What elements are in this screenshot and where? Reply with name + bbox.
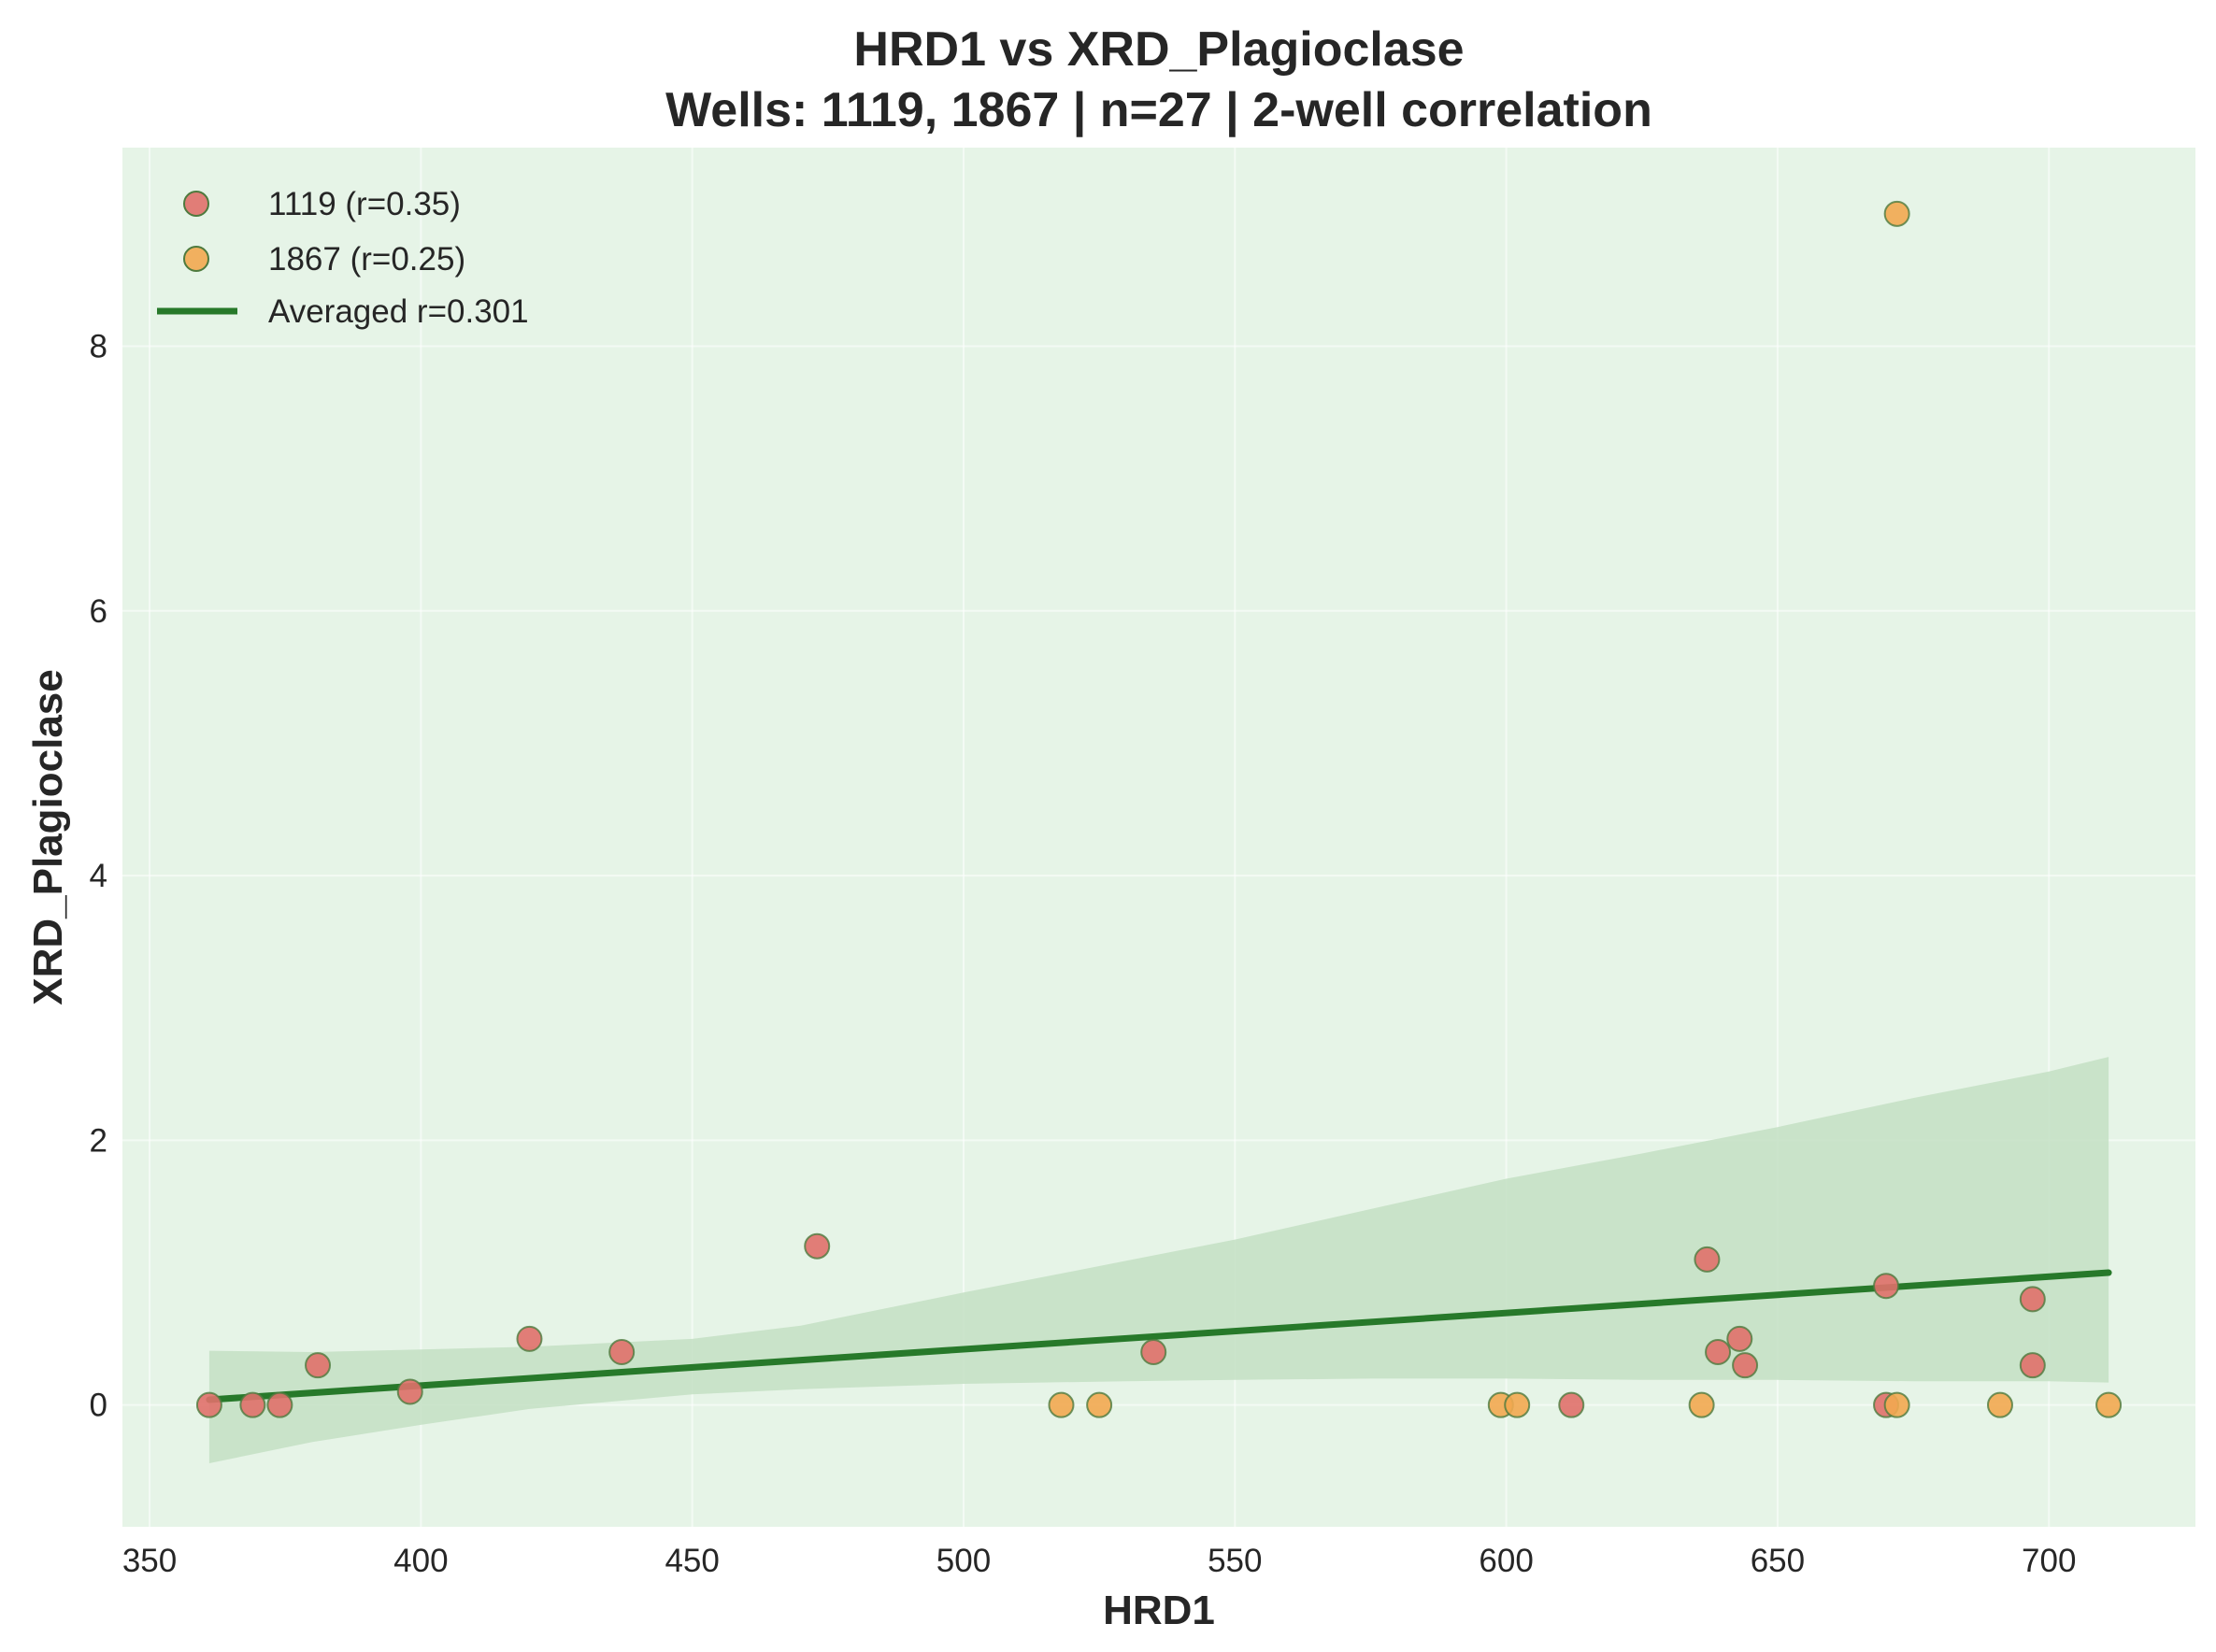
x-tick-label: 500 <box>936 1543 991 1579</box>
data-point-1867 <box>1048 1391 1075 1418</box>
data-point-1867 <box>1883 200 1910 227</box>
data-point-1119 <box>804 1232 831 1260</box>
data-point-1119 <box>1140 1339 1167 1366</box>
x-tick-label: 600 <box>1479 1543 1533 1579</box>
data-point-1119 <box>266 1391 293 1418</box>
legend-label-1867: 1867 (r=0.25) <box>268 241 465 278</box>
y-tick-label: 2 <box>90 1122 107 1159</box>
fit-line-layer <box>206 1269 2112 1403</box>
data-point-1119 <box>195 1391 222 1418</box>
data-point-1119 <box>2019 1352 2046 1379</box>
data-point-1119 <box>305 1352 332 1379</box>
data-point-1119 <box>396 1378 423 1405</box>
confidence-band-layer <box>208 1057 2109 1463</box>
legend-marker-1119 <box>183 191 209 217</box>
data-point-1119 <box>608 1339 636 1366</box>
data-point-1867 <box>2095 1391 2123 1418</box>
y-tick-label: 8 <box>90 328 107 364</box>
data-point-1119 <box>2019 1286 2046 1313</box>
fit-line <box>206 1269 2112 1403</box>
y-tick-label: 4 <box>90 858 107 894</box>
x-tick-label: 350 <box>122 1543 177 1579</box>
chart-subtitle: Wells: 1119, 1867 | n=27 | 2-well correl… <box>665 83 1652 137</box>
data-point-1867 <box>1086 1391 1113 1418</box>
data-point-1119 <box>1694 1246 1721 1273</box>
legend-marker-1867 <box>183 246 209 272</box>
data-point-1119 <box>1726 1325 1753 1352</box>
y-tick-label: 0 <box>90 1388 107 1424</box>
x-tick-label: 450 <box>665 1543 719 1579</box>
x-tick-label: 400 <box>393 1543 448 1579</box>
y-tick-label: 6 <box>90 593 107 630</box>
data-point-1867 <box>1504 1391 1531 1418</box>
x-tick-label: 650 <box>1751 1543 1805 1579</box>
confidence-band <box>208 1057 2109 1463</box>
data-point-1119 <box>1558 1391 1585 1418</box>
chart-title: HRD1 vs XRD_Plagioclase <box>853 22 1464 77</box>
x-tick-label: 550 <box>1208 1543 1262 1579</box>
y-axis-ticks: 0 2 4 6 8 <box>90 328 107 1423</box>
legend: 1119 (r=0.35) 1867 (r=0.25) Averaged r=0… <box>157 186 529 330</box>
y-axis-label: XRD_Plagioclase <box>25 669 71 1005</box>
legend-label-1119: 1119 (r=0.35) <box>268 186 461 222</box>
data-point-1119 <box>516 1325 543 1352</box>
x-axis-label: HRD1 <box>1103 1588 1215 1633</box>
points-layer <box>195 200 2123 1418</box>
data-point-1119 <box>1732 1352 1759 1379</box>
data-point-1867 <box>1986 1391 2013 1418</box>
x-tick-label: 700 <box>2022 1543 2076 1579</box>
x-axis-ticks: 350 400 450 500 550 600 650 700 <box>122 1543 2077 1579</box>
legend-label-fit: Averaged r=0.301 <box>268 293 529 330</box>
data-point-1119 <box>1873 1273 1900 1300</box>
data-point-1867 <box>1688 1391 1715 1418</box>
data-point-1119 <box>1705 1339 1732 1366</box>
data-point-1867 <box>1883 1391 1910 1418</box>
data-point-1119 <box>239 1391 266 1418</box>
